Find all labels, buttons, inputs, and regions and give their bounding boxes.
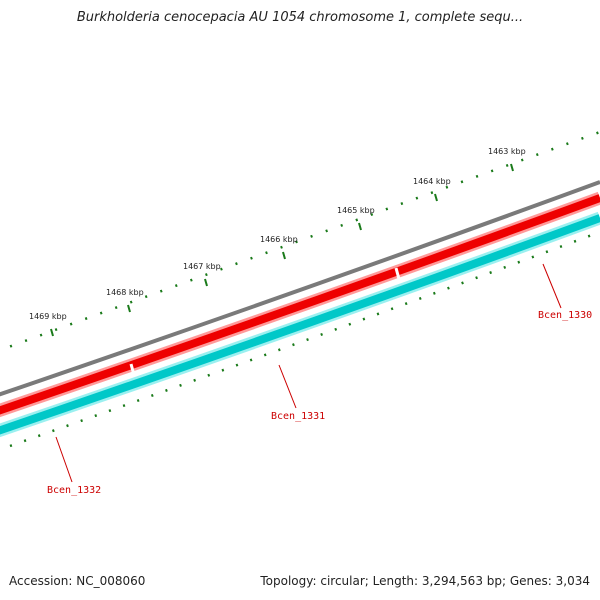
- major-tick: [434, 193, 438, 202]
- reverse-cds-track-fg: [0, 214, 600, 435]
- major-tick: [204, 278, 208, 287]
- reverse-cds-track: [0, 211, 600, 438]
- gene-label: Bcen_1330: [538, 310, 592, 321]
- scale-label: 1466 kbp: [260, 235, 298, 244]
- scale-labels: 1463 kbp 1464 kbp 1465 kbp 1466 kbp 1467…: [29, 147, 526, 321]
- outer-scale-ticks: [0, 130, 600, 352]
- chromosome-backbone: [0, 180, 600, 397]
- scale-label: 1467 kbp: [183, 262, 221, 271]
- genome-summary: Topology: circular; Length: 3,294,563 bp…: [260, 574, 590, 588]
- scale-label: 1468 kbp: [106, 288, 144, 297]
- map-title: Burkholderia cenocepacia AU 1054 chromos…: [76, 10, 524, 25]
- gene-leader-line: [278, 364, 297, 409]
- gene-label: Bcen_1332: [47, 485, 101, 496]
- cds-boundary: [394, 267, 401, 280]
- gene-leader-line: [542, 263, 562, 309]
- major-tick: [358, 222, 362, 231]
- forward-cds-track-fg: [0, 194, 600, 415]
- gene-leader-line: [55, 436, 73, 483]
- accession-label: Accession: NC_008060: [9, 574, 146, 588]
- forward-cds-track: [0, 191, 600, 418]
- major-ticks: [50, 163, 514, 337]
- scale-label: 1463 kbp: [488, 147, 526, 156]
- scale-label: 1464 kbp: [413, 177, 451, 186]
- gene-annotations: Bcen_1330 Bcen_1331 Bcen_1332: [47, 263, 592, 496]
- cds-boundary: [129, 363, 136, 376]
- major-tick: [50, 328, 54, 337]
- major-tick: [510, 163, 514, 172]
- scale-label: 1469 kbp: [29, 312, 67, 321]
- scale-label: 1465 kbp: [337, 206, 375, 215]
- major-tick: [282, 251, 286, 260]
- gene-label: Bcen_1331: [271, 411, 325, 422]
- major-tick: [127, 304, 131, 313]
